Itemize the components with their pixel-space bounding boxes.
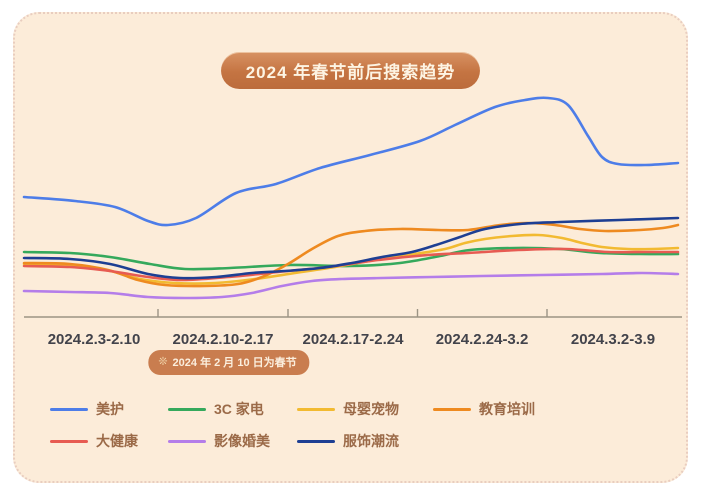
chart-title: 2024 年春节前后搜索趋势 — [245, 63, 456, 82]
legend-label-meihu: 美护 — [96, 401, 124, 417]
legend-label-muying: 母婴宠物 — [343, 401, 399, 417]
legend-swatch-dajiankang — [50, 439, 88, 443]
x-axis-label-week3: 2024.2.17-2.24 — [302, 331, 404, 348]
legend-swatch-meihu — [50, 407, 88, 411]
spring-festival-note-text: 2024 年 2 月 10 日为春节 — [172, 357, 297, 369]
x-axis-label-week1: 2024.2.3-2.10 — [47, 331, 141, 348]
spring-festival-note: ❊ 2024 年 2 月 10 日为春节 — [148, 350, 310, 375]
legend-item-fushi[interactable]: 服饰潮流 — [297, 431, 399, 451]
legend-swatch-3c-jiadian — [168, 407, 206, 411]
legend-item-jiaoyu[interactable]: 教育培训 — [433, 399, 535, 419]
legend-item-muying[interactable]: 母婴宠物 — [297, 399, 399, 419]
legend-item-meihu[interactable]: 美护 — [50, 399, 124, 419]
legend-label-3c-jiadian: 3C 家电 — [214, 401, 264, 417]
legend-item-3c-jiadian[interactable]: 3C 家电 — [168, 399, 264, 419]
x-axis-label-week5: 2024.3.2-3.9 — [570, 331, 656, 348]
chart-title-pill: 2024 年春节前后搜索趋势 — [221, 52, 480, 89]
legend-item-dajiankang[interactable]: 大健康 — [50, 431, 138, 451]
legend-swatch-muying — [297, 407, 335, 411]
legend-swatch-fushi — [297, 439, 335, 443]
legend-label-jiaoyu: 教育培训 — [479, 401, 535, 417]
legend-label-yingxiang: 影像婚美 — [214, 433, 270, 449]
x-axis-label-week2: 2024.2.10-2.17 — [172, 331, 274, 348]
x-axis-label-week4: 2024.2.24-3.2 — [435, 331, 529, 348]
legend-label-dajiankang: 大健康 — [96, 433, 138, 449]
legend-label-fushi: 服饰潮流 — [343, 433, 399, 449]
legend-item-yingxiang[interactable]: 影像婚美 — [168, 431, 270, 451]
legend-swatch-yingxiang — [168, 439, 206, 443]
firework-icon: ❊ — [158, 355, 168, 368]
legend-swatch-jiaoyu — [433, 407, 471, 411]
